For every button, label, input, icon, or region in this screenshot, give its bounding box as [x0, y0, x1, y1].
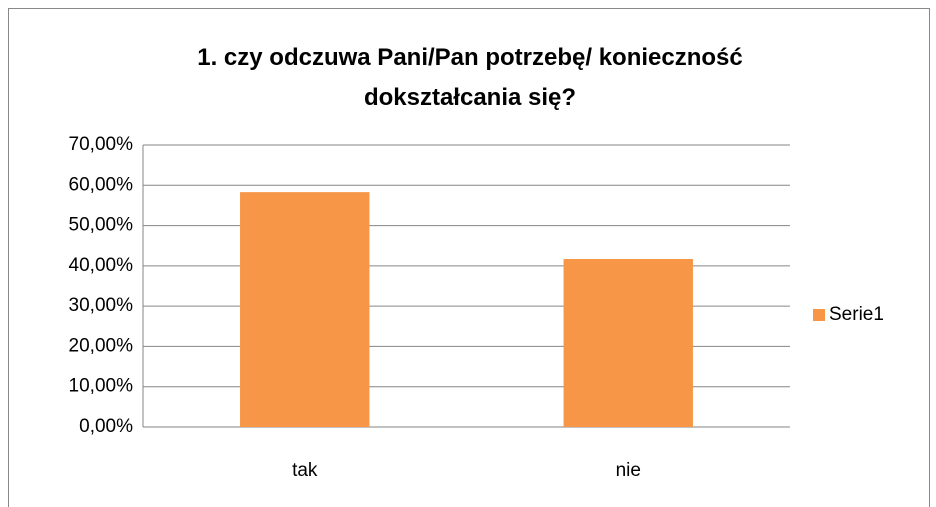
y-tick-label: 0,00% [79, 416, 133, 437]
x-tick-label: nie [616, 460, 641, 481]
legend-label: Serie1 [829, 304, 884, 325]
bar [240, 192, 370, 427]
y-tick-label: 30,00% [69, 295, 134, 316]
y-tick-label: 40,00% [69, 255, 134, 276]
chart-frame [8, 8, 930, 507]
y-tick-label: 60,00% [69, 174, 134, 195]
chart-title: 1. czy odczuwa Pani/Pan potrzebę/ koniec… [197, 44, 743, 111]
legend-swatch [813, 309, 825, 321]
y-tick-label: 70,00% [69, 134, 134, 155]
bar [563, 259, 693, 427]
y-tick-label: 20,00% [69, 335, 134, 356]
y-tick-label: 10,00% [69, 376, 134, 397]
y-tick-label: 50,00% [69, 215, 134, 236]
x-tick-label: tak [292, 460, 318, 481]
